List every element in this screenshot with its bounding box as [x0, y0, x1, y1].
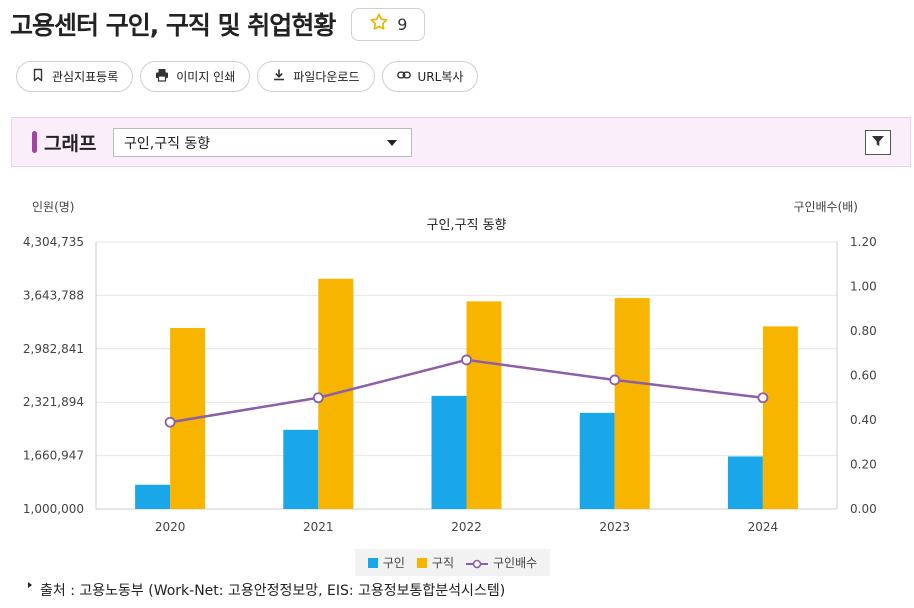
- y-tick-label: 1,000,000: [23, 502, 84, 516]
- legend-swatch-job-seekers: [416, 557, 427, 568]
- file-download-button[interactable]: 파일다운로드: [257, 61, 375, 92]
- legend-label-job-seekers: 구직: [431, 556, 454, 570]
- y-tick-label: 4,304,735: [23, 235, 84, 249]
- y-tick-label: 2,321,894: [23, 395, 84, 409]
- bar-job-offers: [135, 484, 171, 509]
- legend-label-job-offers: 구인: [382, 556, 405, 570]
- x-tick-label: 2023: [599, 520, 630, 534]
- bar-job-offers: [579, 412, 615, 509]
- favorite-button[interactable]: 9: [351, 7, 426, 41]
- y-tick-label: 3,643,788: [23, 288, 84, 302]
- print-label: 이미지 인쇄: [176, 70, 236, 84]
- ratio-point: [757, 392, 769, 404]
- ratio-point: [609, 374, 621, 386]
- bookmark-label: 관심지표등록: [52, 70, 119, 84]
- print-image-button[interactable]: 이미지 인쇄: [140, 61, 251, 92]
- y2-tick-label: 0.20: [850, 458, 877, 472]
- printer-icon: [155, 68, 169, 85]
- chart-legend: 구인 구직 구인배수: [355, 549, 550, 576]
- graph-label: 그래프: [44, 133, 97, 155]
- bar-job-seekers: [762, 326, 798, 509]
- source-text: 출처 : 고용노동부 (Work-Net: 고용안정정보망, EIS: 고용정보…: [40, 583, 506, 599]
- y2-tick-label: 0.40: [850, 413, 877, 427]
- ratio-point: [164, 416, 176, 428]
- link-icon: [396, 68, 411, 85]
- legend-swatch-ratio: [466, 558, 488, 568]
- download-icon: [272, 68, 286, 85]
- chart-title: 구인,구직 동향: [426, 218, 506, 233]
- filter-button[interactable]: [865, 130, 891, 155]
- filter-icon: [871, 133, 885, 152]
- download-label: 파일다운로드: [293, 70, 360, 84]
- ratio-point: [461, 354, 472, 366]
- star-icon: [369, 12, 389, 36]
- x-tick-label: 2021: [303, 520, 334, 534]
- bar-job-offers: [283, 429, 319, 509]
- y-tick-label: 1,660,947: [23, 449, 84, 463]
- bar-job-offers: [431, 395, 467, 509]
- y2-tick-label: 0.80: [850, 324, 877, 338]
- y2-tick-label: 1.00: [850, 280, 877, 294]
- bar-job-offers: [727, 456, 763, 509]
- graph-panel-header: 그래프 구인,구직 동향: [11, 117, 911, 167]
- graph-accent-bar: [32, 131, 37, 153]
- chart-area: 인원(명) 구인배수(배) 구인,구직 동향 1,000,000 1,660,947 2,…: [0, 190, 914, 580]
- y-tick-label: 2,982,841: [23, 342, 84, 356]
- copy-url-label: URL복사: [417, 70, 464, 84]
- bullet-arrow-icon: [28, 582, 32, 588]
- ratio-point: [312, 392, 324, 404]
- x-tick-label: 2020: [155, 520, 186, 534]
- page-title: 고용센터 구인, 구직 및 취업현황: [10, 11, 336, 40]
- y2-tick-label: 0.60: [850, 369, 877, 383]
- source-note: 출처 : 고용노동부 (Work-Net: 고용안정정보망, EIS: 고용정보…: [28, 580, 506, 600]
- graph-view-select[interactable]: 구인,구직 동향: [113, 128, 412, 157]
- legend-item-job-offers[interactable]: 구인: [367, 554, 405, 571]
- bar-job-seekers: [614, 298, 650, 509]
- y2-axis-label: 구인배수(배): [793, 200, 858, 214]
- x-tick-label: 2024: [748, 520, 779, 534]
- legend-item-job-seekers[interactable]: 구직: [416, 554, 454, 571]
- y2-tick-label: 0.00: [850, 502, 877, 516]
- graph-view-selected: 구인,구직 동향: [124, 135, 211, 152]
- y2-tick-label: 1.20: [850, 235, 877, 249]
- title-row: 고용센터 구인, 구직 및 취업현황 9: [10, 4, 426, 44]
- copy-url-button[interactable]: URL복사: [381, 61, 479, 92]
- bar-job-seekers: [466, 301, 502, 509]
- legend-item-ratio[interactable]: 구인배수: [466, 554, 537, 571]
- combo-chart: 인원(명) 구인배수(배) 구인,구직 동향 1,000,000 1,660,947 2,…: [23, 200, 877, 534]
- bookmark-icon: [31, 68, 45, 85]
- action-toolbar: 관심지표등록 이미지 인쇄 파일다운로드 URL복사: [16, 61, 479, 92]
- caret-down-icon: [387, 140, 397, 146]
- bookmark-indicator-button[interactable]: 관심지표등록: [16, 61, 134, 92]
- y-axis-label: 인원(명): [32, 200, 74, 214]
- legend-swatch-job-offers: [367, 557, 378, 568]
- favorite-count: 9: [397, 14, 408, 34]
- x-tick-label: 2022: [451, 520, 482, 534]
- legend-label-ratio: 구인배수: [493, 556, 538, 570]
